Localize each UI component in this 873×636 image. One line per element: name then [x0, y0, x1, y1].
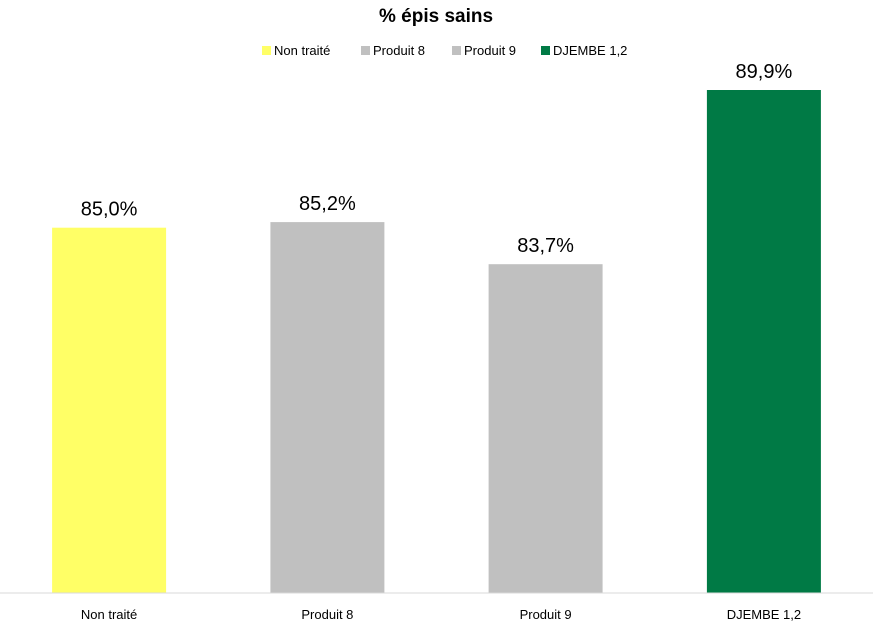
legend-label-3: DJEMBE 1,2 — [553, 43, 627, 58]
legend-swatch-0 — [262, 46, 271, 55]
x-tick-label-0: Non traité — [81, 607, 137, 622]
bars — [52, 90, 821, 593]
bar-3 — [706, 90, 821, 593]
data-label-2: 83,7% — [517, 235, 574, 257]
data-label-3: 89,9% — [736, 61, 793, 83]
data-label-0: 85,0% — [81, 199, 138, 221]
x-tick-label-2: Produit 9 — [520, 607, 572, 622]
data-label-1: 85,2% — [299, 193, 356, 215]
x-tick-label-3: DJEMBE 1,2 — [727, 607, 801, 622]
legend-label-1: Produit 8 — [373, 43, 425, 58]
legend-label-2: Produit 9 — [464, 43, 516, 58]
bar-0 — [52, 227, 167, 593]
bar-2 — [488, 264, 603, 593]
legend-label-0: Non traité — [274, 43, 330, 58]
legend-swatch-2 — [452, 46, 461, 55]
legend: Non traité Produit 8 Produit 9 DJEMBE 1,2 — [262, 43, 627, 58]
legend-swatch-3 — [541, 46, 550, 55]
legend-swatch-1 — [361, 46, 370, 55]
data-labels: 85,0% 85,2% 83,7% 89,9% — [81, 61, 793, 257]
x-tick-label-1: Produit 8 — [301, 607, 353, 622]
bar-1 — [270, 222, 385, 593]
chart-title: % épis sains — [379, 6, 493, 27]
x-tick-labels: Non traité Produit 8 Produit 9 DJEMBE 1,2 — [81, 607, 801, 622]
